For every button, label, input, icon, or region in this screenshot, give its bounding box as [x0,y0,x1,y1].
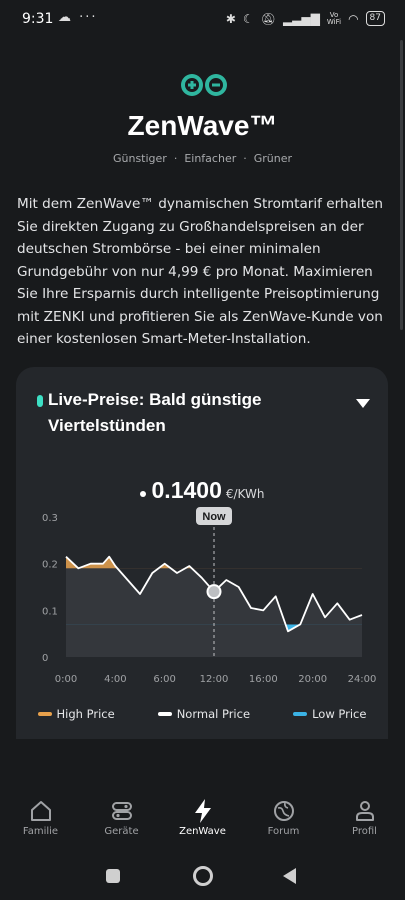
legend-swatch [37,712,52,716]
recents-button[interactable] [106,869,120,883]
x-tick-label: 4:00 [104,674,126,685]
legend-high: High Price [37,707,115,721]
signal-icon: ▂▃▅▇ [282,11,320,26]
legend-normal: Normal Price [157,707,251,721]
mute-icon: 🔕︎ [260,11,276,26]
wifi-icon: ◠ [348,11,359,26]
home-icon [5,796,77,826]
now-label: Now [202,511,226,523]
cloud-notification-icon: ☁ ··· [58,10,98,25]
moon-icon: ☾ [242,11,254,26]
chevron-down-icon[interactable] [356,399,370,408]
nav-label: Geräte [104,826,139,837]
chart-legend: High Price Normal Price Low Price [16,707,388,721]
now-badge [196,507,232,525]
bottom-navigation: Familie Geräte ZenWave Forum Profil [0,790,405,846]
price-unit: €/KWh [225,487,265,501]
legend-swatch [293,712,308,716]
scrollbar[interactable] [400,40,403,330]
x-tick-label: 0:00 [55,674,77,685]
tagline-item: Günstiger [112,152,167,165]
nav-zenwave[interactable]: ZenWave [167,790,239,846]
intro-text: Mit dem ZenWave™ dynamischen Stromtarif … [17,196,384,347]
high-price-area [66,556,362,569]
x-tick-label: 20:00 [298,674,327,685]
nav-familie[interactable]: Familie [5,790,77,846]
live-prices-card: Live-Preise: Bald günstige Viertelstünde… [16,367,388,739]
legend-swatch [157,712,172,716]
current-price: 0.1400 €/KWh [16,477,388,504]
status-bar: 9:31 ☁ ··· ✱ ☾ 🔕︎ ▂▃▅▇ Vo WiFi ◠ 87 [0,0,405,38]
live-indicator-icon [37,395,43,407]
lightning-icon [167,796,239,826]
devices-icon [86,796,158,826]
x-tick-label: 16:00 [249,674,278,685]
back-button[interactable] [283,868,296,884]
nav-geraete[interactable]: Geräte [86,790,158,846]
nav-label: ZenWave [179,826,226,837]
legend-label: Low Price [312,707,367,721]
person-icon [329,796,401,826]
x-tick-label: 6:00 [153,674,175,685]
globe-icon [248,796,320,826]
current-price-value: 0.1400 [151,477,222,503]
volte-label: Vo WiFi [326,10,342,26]
x-tick-label: 24:00 [348,674,377,685]
zenwave-logo [181,74,227,96]
battery-icon: 87 [365,11,385,26]
legend-label: High Price [56,707,115,721]
nav-profil[interactable]: Profil [329,790,401,846]
nav-label: Forum [267,826,300,837]
tagline-item: Einfacher [184,152,237,165]
live-prices-title: Live-Preise: Bald günstige Viertelstünde… [48,390,262,435]
tagline: Günstiger · Einfacher · Grüner [112,152,293,165]
status-icons: ✱ ☾ 🔕︎ ▂▃▅▇ Vo WiFi ◠ 87 [226,11,385,26]
y-tick-label: 0.3 [42,513,58,524]
price-chart: 0.3 0.2 0.1 0 0:00 4:00 6:00 12:00 16:00 20:00 24:… [42,507,377,685]
legend-label: Normal Price [176,707,251,721]
price-dot-icon [139,490,146,497]
app-title: ZenWave™ [127,110,278,141]
now-point [206,584,222,600]
status-time: 9:31 [22,11,54,27]
tagline-item: Grüner [253,152,293,165]
y-tick-label: 0 [42,653,48,664]
nav-label: Profil [352,826,377,837]
y-tick-label: 0.2 [42,560,58,571]
nav-forum[interactable]: Forum [248,790,320,846]
nav-label: Familie [22,826,59,837]
system-navigation [0,855,405,895]
bluetooth-icon: ✱ [225,11,236,26]
legend-low: Low Price [293,707,366,721]
y-tick-label: 0.1 [42,606,58,617]
home-button[interactable] [193,866,213,886]
x-tick-label: 12:00 [200,674,229,685]
